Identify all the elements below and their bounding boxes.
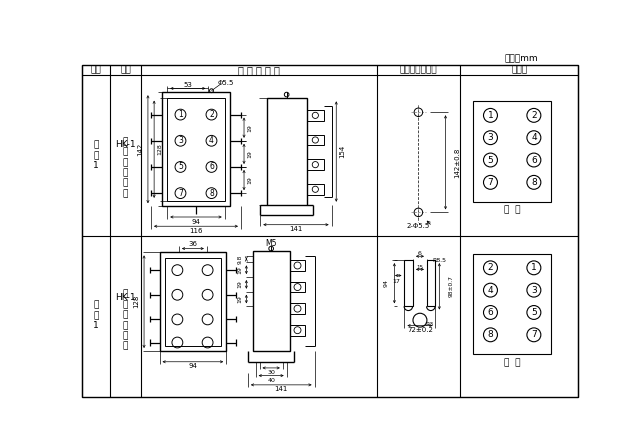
Text: 凸
出
式
后
接
线: 凸 出 式 后 接 线 <box>123 290 128 351</box>
Bar <box>267 99 307 205</box>
Text: 94: 94 <box>191 219 200 224</box>
Text: 154: 154 <box>339 145 345 158</box>
Bar <box>165 258 221 345</box>
Text: 3: 3 <box>488 133 493 142</box>
Text: 5: 5 <box>178 163 183 172</box>
Text: Φ5.5: Φ5.5 <box>217 80 234 86</box>
Text: M5: M5 <box>265 239 277 248</box>
Text: 128: 128 <box>157 143 162 155</box>
Bar <box>160 252 226 351</box>
Text: 15: 15 <box>417 265 424 270</box>
Text: 背  视: 背 视 <box>504 358 520 367</box>
Text: 141: 141 <box>289 226 303 233</box>
Bar <box>404 260 413 306</box>
Bar <box>162 92 230 206</box>
Text: HK-1: HK-1 <box>115 293 136 302</box>
Bar <box>427 260 435 306</box>
Bar <box>167 98 225 201</box>
Text: 19: 19 <box>248 150 252 158</box>
Text: 2: 2 <box>488 263 493 272</box>
Text: 3: 3 <box>178 136 183 145</box>
Text: 128: 128 <box>133 295 139 308</box>
Text: 7: 7 <box>531 330 536 339</box>
Text: 19: 19 <box>248 124 252 132</box>
Text: 图号: 图号 <box>91 65 101 74</box>
Text: 附
图
1: 附 图 1 <box>93 301 99 331</box>
Text: 4: 4 <box>209 136 214 145</box>
Text: 72±0.2: 72±0.2 <box>407 327 433 333</box>
Text: 7: 7 <box>488 178 493 187</box>
Text: 30: 30 <box>267 370 275 375</box>
Text: 98±0.7: 98±0.7 <box>448 276 453 297</box>
Text: 8: 8 <box>488 330 493 339</box>
Text: 53: 53 <box>184 82 193 87</box>
Text: 前  视: 前 视 <box>504 206 520 215</box>
Bar <box>290 325 305 336</box>
Text: 19: 19 <box>238 280 243 289</box>
Text: 141: 141 <box>274 387 288 392</box>
Bar <box>307 159 324 170</box>
Text: 19: 19 <box>238 266 243 274</box>
Text: 116: 116 <box>189 228 203 234</box>
Text: 5: 5 <box>488 155 493 164</box>
Text: 6: 6 <box>488 308 493 317</box>
Bar <box>473 254 551 354</box>
Bar <box>290 282 305 293</box>
Text: R3: R3 <box>425 322 433 327</box>
Text: 附
图
1: 附 图 1 <box>93 141 99 170</box>
Text: 94: 94 <box>189 363 197 370</box>
Text: 1: 1 <box>531 263 536 272</box>
Text: 17: 17 <box>393 279 401 284</box>
Text: 1: 1 <box>178 110 183 119</box>
Text: 7: 7 <box>178 189 183 198</box>
Bar <box>290 303 305 314</box>
Text: HK-1: HK-1 <box>115 140 136 149</box>
Text: 端子图: 端子图 <box>511 65 527 74</box>
Text: 安装开孔尺尸图: 安装开孔尺尸图 <box>399 65 437 74</box>
Bar <box>307 110 324 121</box>
Text: 凸
出
式
前
接
线: 凸 出 式 前 接 线 <box>123 137 128 198</box>
Text: 36: 36 <box>189 241 197 247</box>
Text: 单位：mm: 单位：mm <box>504 54 538 63</box>
Text: 94: 94 <box>384 279 389 287</box>
Text: 外 形 尺 尸 图: 外 形 尺 尸 图 <box>238 65 279 75</box>
Text: 19: 19 <box>248 176 252 184</box>
Bar <box>307 184 324 195</box>
Text: 4: 4 <box>531 133 536 142</box>
Text: 6: 6 <box>418 251 422 256</box>
Text: 142±0.8: 142±0.8 <box>454 147 460 177</box>
Bar <box>252 251 290 351</box>
Text: 9.8: 9.8 <box>238 254 243 264</box>
Text: 2: 2 <box>531 111 536 120</box>
Text: 4: 4 <box>488 286 493 295</box>
Text: 8: 8 <box>531 178 536 187</box>
Text: 2-Φ5.5: 2-Φ5.5 <box>407 223 430 229</box>
Text: 5: 5 <box>531 308 536 317</box>
Text: 8: 8 <box>209 189 214 198</box>
Text: 1: 1 <box>488 111 493 120</box>
Bar <box>290 260 305 271</box>
Text: 3: 3 <box>531 286 536 295</box>
Text: 6: 6 <box>531 155 536 164</box>
Text: 2: 2 <box>209 110 214 119</box>
Text: 6: 6 <box>209 163 214 172</box>
Bar <box>307 134 324 146</box>
Text: R8.5: R8.5 <box>432 258 446 263</box>
Bar <box>473 102 551 202</box>
Text: 19: 19 <box>238 295 243 303</box>
Text: 142: 142 <box>137 142 143 156</box>
Text: 40: 40 <box>267 378 275 383</box>
Text: 结构: 结构 <box>120 65 131 74</box>
